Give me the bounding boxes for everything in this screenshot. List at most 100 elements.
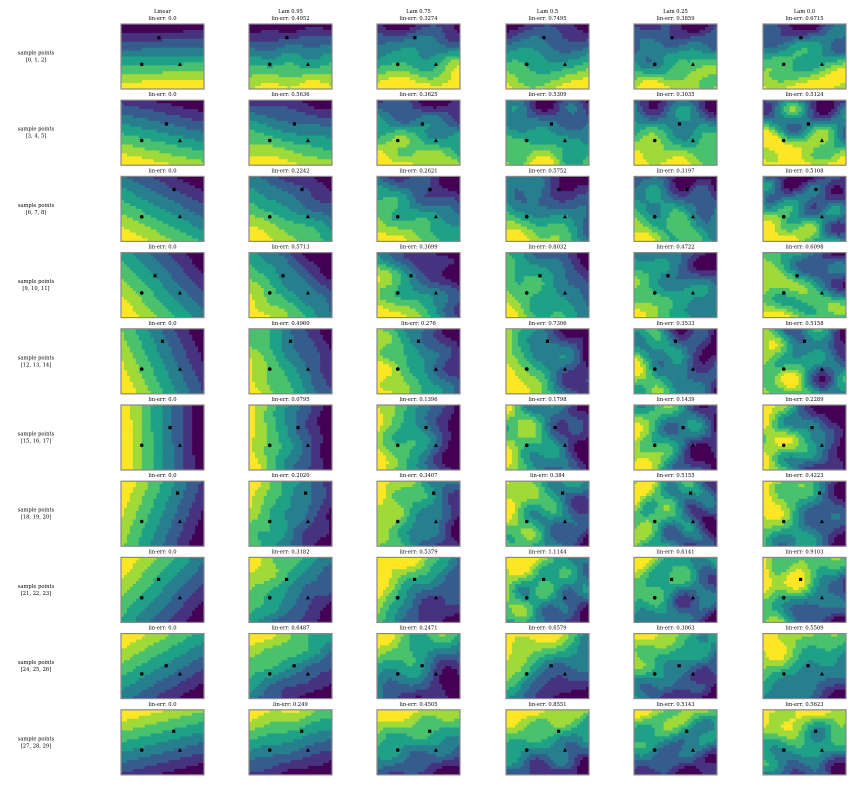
column-title: Linear [154, 9, 172, 15]
sample-marker-circle [525, 215, 529, 219]
contour-panel: lin-err: 0.3182 [249, 549, 332, 622]
lin-err-label: lin-err: 0.4505 [400, 702, 438, 708]
lin-err-label: lin-err: 0.7495 [529, 16, 567, 22]
contour-panel: lin-err: 0.6579 [506, 626, 589, 699]
contour-panel: lin-err: 0.3625 [377, 92, 460, 165]
sample-marker-circle [525, 672, 529, 676]
sample-marker-square [157, 36, 160, 39]
sample-marker-circle [782, 672, 786, 676]
lin-err-label: lin-err: 0.4722 [657, 245, 695, 251]
sample-marker-circle [396, 63, 400, 67]
lin-err-label: lin-err: 0.5155 [657, 473, 695, 479]
sample-marker-circle [268, 139, 272, 143]
sample-marker-circle [525, 139, 529, 143]
sample-marker-square [413, 578, 416, 581]
row-label: [18, 19, 20] [21, 515, 51, 521]
contour-panel: lin-err: 0.5158 [763, 321, 846, 394]
lin-err-label: lin-err: 0.5379 [400, 549, 438, 555]
lin-err-label: lin-err: 0.2621 [400, 168, 438, 174]
column-title: Lam 0.5 [537, 9, 558, 15]
sample-marker-circle [782, 596, 786, 600]
contour-panel: lin-err: 0.0 [121, 92, 204, 165]
lin-err-label: lin-err: 0.0 [148, 16, 176, 22]
contour-panel: lin-err: 0.249 [249, 702, 332, 775]
sample-marker-square [157, 578, 160, 581]
lin-err-label: lin-err: 0.2289 [786, 397, 824, 403]
sample-marker-square [550, 122, 553, 125]
sample-marker-square [807, 122, 810, 125]
sample-marker-circle [653, 215, 657, 219]
lin-err-label: lin-err: 0.0 [148, 245, 176, 251]
contour-panel: lin-err: 0.8032 [506, 245, 589, 318]
sample-marker-square [670, 36, 673, 39]
contour-panel: lin-err: 0.5713 [249, 245, 332, 318]
contour-panel: lin-err: 0.5379 [377, 549, 460, 622]
sample-marker-square [542, 36, 545, 39]
lin-err-label: lin-err: 0.1798 [529, 397, 567, 403]
sample-marker-square [546, 340, 549, 343]
sample-marker-circle [782, 215, 786, 219]
lin-err-label: lin-err: 0.0 [148, 168, 176, 174]
sample-marker-square [409, 274, 412, 277]
row-label: sample points [18, 127, 55, 133]
sample-marker-square [542, 578, 545, 581]
sample-marker-circle [782, 367, 786, 371]
lin-err-label: lin-err: 0.249 [273, 702, 308, 708]
sample-marker-square [818, 492, 821, 495]
sample-marker-square [557, 730, 560, 733]
contour-panel: lin-err: 0.0 [121, 321, 204, 394]
sample-marker-circle [268, 291, 272, 295]
sample-marker-circle [268, 63, 272, 67]
sample-marker-square [285, 36, 288, 39]
contour-panel: lin-err: 0.0 [121, 397, 204, 470]
contour-panel: lin-err: 0.5309 [506, 92, 589, 165]
sample-marker-square [153, 274, 156, 277]
contour-panel: lin-err: 0.5108 [763, 168, 846, 241]
lin-err-label: lin-err: 0.0 [148, 549, 176, 555]
sample-marker-square [666, 274, 669, 277]
sample-marker-square [803, 340, 806, 343]
sample-marker-square [176, 492, 179, 495]
sample-marker-square [172, 188, 175, 191]
contour-panel: lin-err: 0.2289 [763, 397, 846, 470]
sample-marker-square [810, 426, 813, 429]
sample-marker-circle [140, 139, 144, 143]
lin-err-label: lin-err: 0.5713 [272, 245, 310, 251]
sample-marker-square [300, 188, 303, 191]
sample-marker-square [421, 664, 424, 667]
sample-marker-circle [268, 596, 272, 600]
column-title: Lam 0.75 [406, 9, 431, 15]
lin-err-label: lin-err: 0.3035 [657, 92, 695, 98]
row-label: [9, 10, 11] [22, 286, 49, 292]
sample-marker-circle [140, 520, 144, 524]
lin-err-label: lin-err: 0.1439 [657, 397, 695, 403]
sample-marker-circle [140, 596, 144, 600]
sample-marker-circle [782, 520, 786, 524]
contour-panel: lin-err: 0.4505 [377, 702, 460, 775]
lin-err-label: lin-err: 0.3533 [657, 321, 695, 327]
contour-panel: lin-err: 0.0 [121, 245, 204, 318]
sample-marker-square [795, 274, 798, 277]
contour-panel: lin-err: 0.4223 [763, 473, 846, 546]
contour-panel: lin-err: 0.8551 [506, 702, 589, 775]
sample-marker-circle [653, 139, 657, 143]
row-label: [15, 16, 17] [21, 439, 51, 445]
contour-panel: lin-err: 0.2621 [377, 168, 460, 241]
sample-marker-square [432, 492, 435, 495]
contour-panel: lin-err: 0.3197 [634, 168, 717, 241]
sample-marker-circle [782, 63, 786, 67]
lin-err-label: lin-err: 0.5309 [529, 92, 567, 98]
sample-marker-circle [268, 367, 272, 371]
sample-marker-circle [782, 139, 786, 143]
contour-panel: lin-err: 0.5155 [634, 473, 717, 546]
sample-marker-square [428, 730, 431, 733]
row-label: sample points [18, 203, 55, 209]
row-label: sample points [18, 432, 55, 438]
sample-marker-square [417, 340, 420, 343]
sample-marker-square [421, 122, 424, 125]
